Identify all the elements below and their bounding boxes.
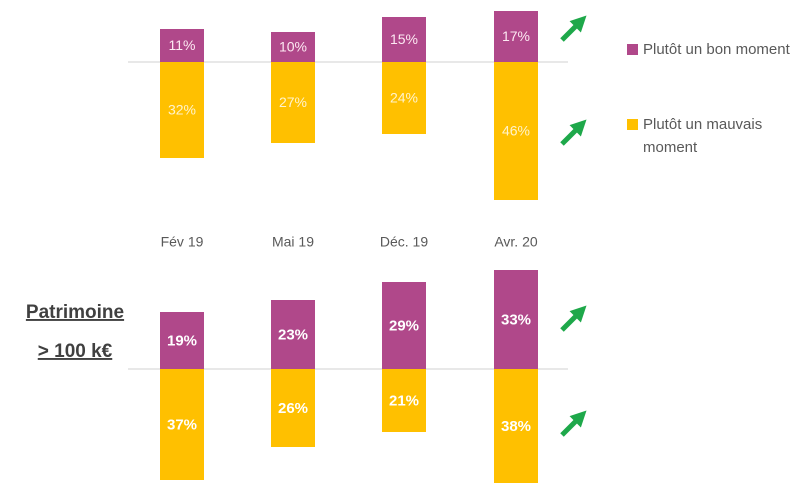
arrow (560, 410, 587, 437)
bar (271, 32, 315, 62)
bar (382, 62, 426, 134)
value-label: 17% (502, 28, 530, 44)
bar (271, 300, 315, 369)
x-tick-label: Fév 19 (161, 234, 204, 250)
x-tick-label: Mai 19 (272, 234, 314, 250)
bar (160, 312, 204, 369)
value-label: 15% (390, 31, 418, 47)
value-label: 38% (501, 418, 531, 435)
value-label: 10% (279, 39, 307, 55)
bar (382, 17, 426, 62)
bar (494, 270, 538, 369)
trend-arrows (560, 15, 587, 437)
value-label: 24% (390, 90, 418, 106)
legend-label: Plutôt un mauvais moment (643, 116, 763, 156)
bar (494, 369, 538, 483)
bar (382, 369, 426, 432)
legend-label: Plutôt un bon moment (643, 41, 790, 58)
value-label: 37% (167, 416, 197, 433)
bar (382, 282, 426, 369)
legend-item: Plutôt un mauvais moment (627, 113, 797, 159)
value-label: 29% (389, 317, 419, 334)
bar (271, 62, 315, 143)
value-label: 26% (278, 400, 308, 417)
bar (271, 369, 315, 447)
bar (494, 11, 538, 62)
bar (160, 29, 204, 62)
x-tick-label: Avr. 20 (494, 234, 538, 250)
value-label: 19% (167, 332, 197, 349)
bar (160, 369, 204, 480)
arrow (560, 305, 587, 332)
legend-swatch (627, 44, 638, 55)
value-label: 32% (168, 102, 196, 118)
legend-item: Plutôt un bon moment (627, 38, 797, 61)
panel-title: > 100 k€ (38, 341, 113, 362)
bar (160, 62, 204, 158)
bar (494, 62, 538, 200)
panel-title: Patrimoine (26, 302, 124, 323)
value-label: 46% (502, 123, 530, 139)
arrow (560, 119, 587, 146)
x-tick-label: Déc. 19 (380, 234, 428, 250)
value-label: 23% (278, 326, 308, 343)
value-label: 33% (501, 311, 531, 328)
value-label: 27% (279, 94, 307, 110)
value-label: 11% (169, 37, 196, 53)
value-label: 21% (389, 392, 419, 409)
legend-swatch (627, 119, 638, 130)
arrow (560, 15, 587, 42)
